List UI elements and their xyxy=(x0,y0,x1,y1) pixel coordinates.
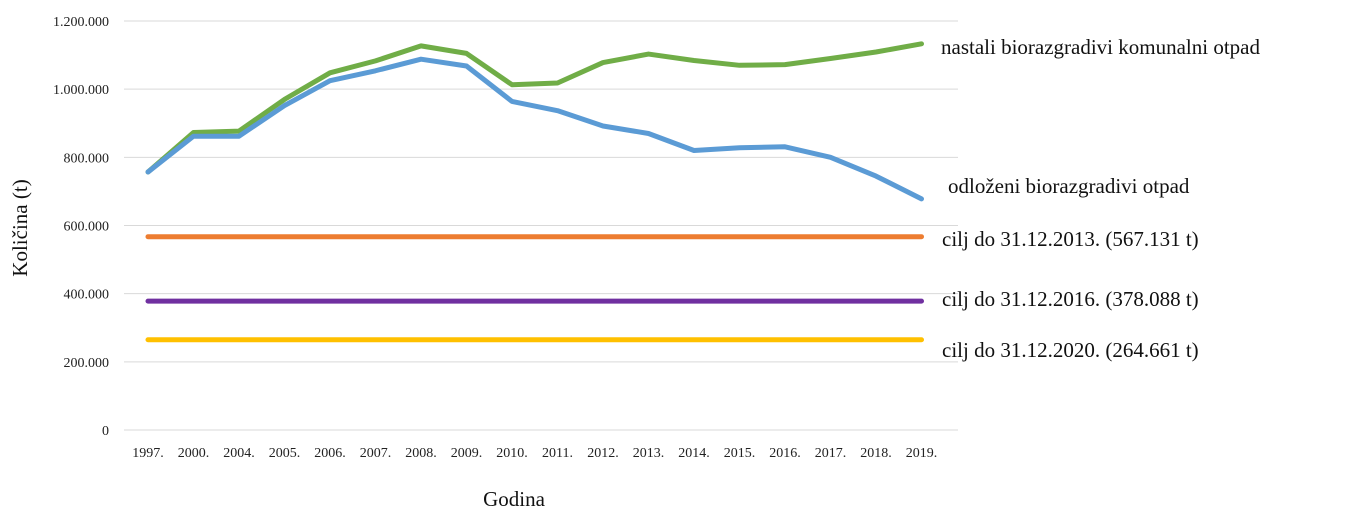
series-line xyxy=(145,41,924,175)
x-tick-label: 2007. xyxy=(360,446,392,461)
x-axis-title: Godina xyxy=(483,487,546,511)
x-tick-label: 2000. xyxy=(178,446,210,461)
series-label: cilj do 31.12.2016. (378.088 t) xyxy=(942,287,1199,311)
y-tick-label: 1.200.000 xyxy=(53,15,109,30)
y-tick-label: 800.000 xyxy=(64,151,110,166)
x-tick-label: 2008. xyxy=(405,446,437,461)
series-label: nastali biorazgradivi komunalni otpad xyxy=(941,35,1260,59)
gridlines xyxy=(124,20,958,431)
x-tick-label: 2018. xyxy=(860,446,892,461)
series-label: odloženi biorazgradivi otpad xyxy=(948,174,1190,198)
y-axis-title: Količina (t) xyxy=(8,179,32,276)
x-tick-label: 2015. xyxy=(724,446,756,461)
x-tick-label: 2010. xyxy=(496,446,528,461)
x-tick-label: 2006. xyxy=(314,446,346,461)
x-tick-label: 2005. xyxy=(269,446,301,461)
x-tick-label: 2019. xyxy=(906,446,938,461)
x-tick-label: 2013. xyxy=(633,446,665,461)
series-label: cilj do 31.12.2020. (264.661 t) xyxy=(942,338,1199,362)
x-tick-label: 2017. xyxy=(815,446,847,461)
x-tick-label: 2016. xyxy=(769,446,801,461)
y-tick-label: 0 xyxy=(102,424,109,439)
series-labels: nastali biorazgradivi komunalni otpad odl… xyxy=(941,35,1260,362)
series-label: cilj do 31.12.2013. (567.131 t) xyxy=(942,227,1199,251)
y-tick-label: 600.000 xyxy=(64,220,110,235)
y-tick-label: 200.000 xyxy=(64,356,110,371)
series-line xyxy=(145,56,924,202)
series-lines xyxy=(145,41,924,343)
x-tick-label: 2012. xyxy=(587,446,619,461)
x-tick-label: 2014. xyxy=(678,446,710,461)
y-tick-label: 400.000 xyxy=(64,288,110,303)
x-tick-label: 1997. xyxy=(132,446,164,461)
x-tick-label: 2004. xyxy=(223,446,255,461)
x-axis-ticks: 1997. 2000. 2004. 2005. 2006. 2007. 2008. 2009.… xyxy=(132,446,937,461)
x-tick-label: 2009. xyxy=(451,446,483,461)
y-tick-label: 1.000.000 xyxy=(53,83,109,98)
x-tick-label: 2011. xyxy=(542,446,573,461)
y-axis-ticks: 0 200.000 400.000 600.000 800.000 1.000.000 1.… xyxy=(53,15,109,439)
